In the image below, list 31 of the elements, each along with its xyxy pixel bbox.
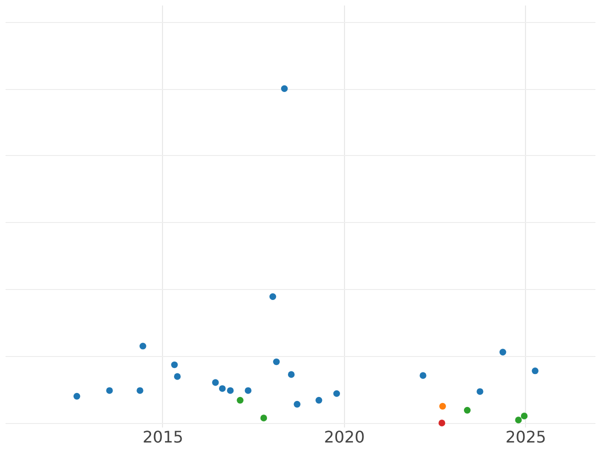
point (288, 371, 295, 378)
point (212, 379, 219, 386)
x-tick-label: 2025 (505, 428, 546, 446)
point (106, 387, 113, 394)
point (438, 420, 446, 426)
point (499, 348, 506, 356)
point (520, 412, 528, 420)
point (316, 396, 322, 404)
point (281, 85, 288, 92)
point (218, 385, 226, 392)
x-tick-label: 2020 (324, 428, 365, 446)
point (174, 373, 181, 380)
point (244, 387, 252, 394)
point (294, 400, 300, 408)
point (171, 361, 178, 368)
point (273, 358, 280, 366)
point (532, 367, 538, 374)
x-tick-label: 2015 (142, 428, 184, 446)
point (439, 402, 446, 410)
point (476, 388, 484, 395)
point (260, 414, 268, 422)
point (333, 390, 340, 397)
point (226, 387, 234, 394)
point (420, 372, 426, 379)
point (269, 293, 276, 300)
point (73, 392, 80, 400)
point (140, 342, 146, 350)
point (515, 416, 522, 424)
point (236, 396, 244, 404)
point (464, 406, 471, 414)
point (136, 387, 144, 394)
